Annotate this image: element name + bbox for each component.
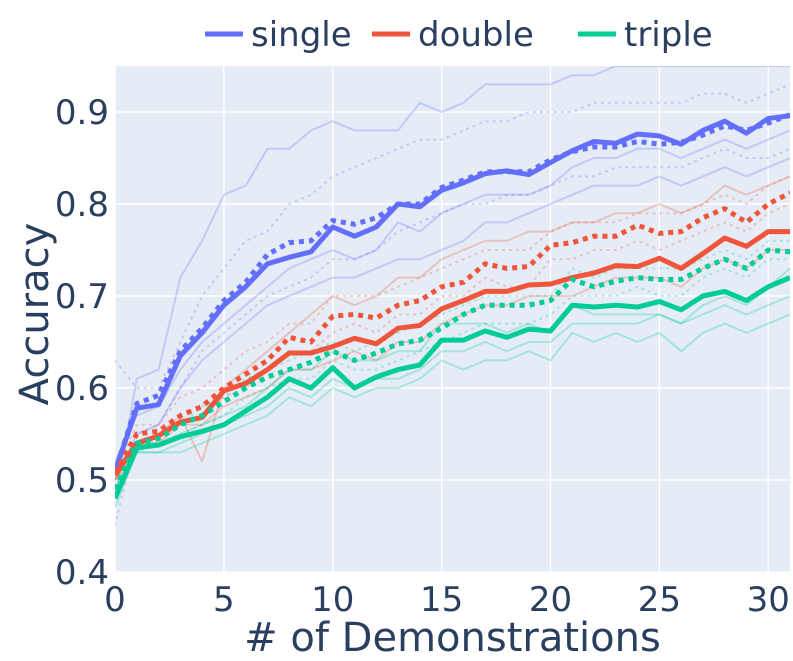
x-tick-label: 5 (213, 580, 235, 620)
faint-series-line-triple (115, 258, 790, 499)
y-tick-label: 0.8 (55, 185, 109, 225)
y-axis-ticks: 0.4 0.5 0.6 0.7 0.8 0.9 (55, 93, 109, 593)
x-tick-label: 25 (638, 580, 681, 620)
series-line-single (115, 112, 790, 474)
series-line-triple (115, 247, 790, 491)
x-axis-ticks: 0 5 10 15 20 25 30 (104, 580, 790, 620)
faint-series-line-double (115, 175, 790, 481)
legend-item-single[interactable]: single (205, 15, 352, 55)
y-tick-label: 0.4 (55, 553, 109, 593)
series-line-double (115, 190, 790, 474)
y-tick-label: 0.5 (55, 461, 109, 501)
faint-series-group (115, 66, 790, 527)
faint-series-line-single (115, 157, 790, 481)
mean-series-group (115, 112, 790, 500)
x-tick-label: 10 (311, 580, 354, 620)
series-line-triple (115, 275, 790, 500)
faint-series-line-triple (115, 267, 790, 490)
legend-label: single (251, 15, 352, 55)
x-tick-label: 15 (420, 580, 463, 620)
x-tick-label: 0 (104, 580, 126, 620)
legend-label: double (418, 15, 534, 55)
y-tick-label: 0.6 (55, 369, 109, 409)
faint-series-line-triple (115, 313, 790, 499)
legend-item-double[interactable]: double (372, 15, 534, 55)
faint-series-line-single (115, 147, 790, 527)
x-tick-label: 20 (529, 580, 572, 620)
faint-series-line-single (115, 66, 790, 499)
y-tick-label: 0.9 (55, 93, 109, 133)
faint-series-line-triple (115, 239, 790, 490)
y-axis-title: Accuracy (12, 223, 58, 406)
legend: single double triple (205, 15, 713, 55)
legend-label: triple (624, 15, 713, 55)
series-line-single (115, 113, 790, 472)
x-tick-label: 30 (747, 580, 790, 620)
series-line-double (115, 229, 790, 477)
y-tick-label: 0.7 (55, 277, 109, 317)
faint-series-line-single (115, 129, 790, 463)
x-axis-title: # of Demonstrations (244, 615, 661, 661)
legend-item-triple[interactable]: triple (578, 15, 713, 55)
